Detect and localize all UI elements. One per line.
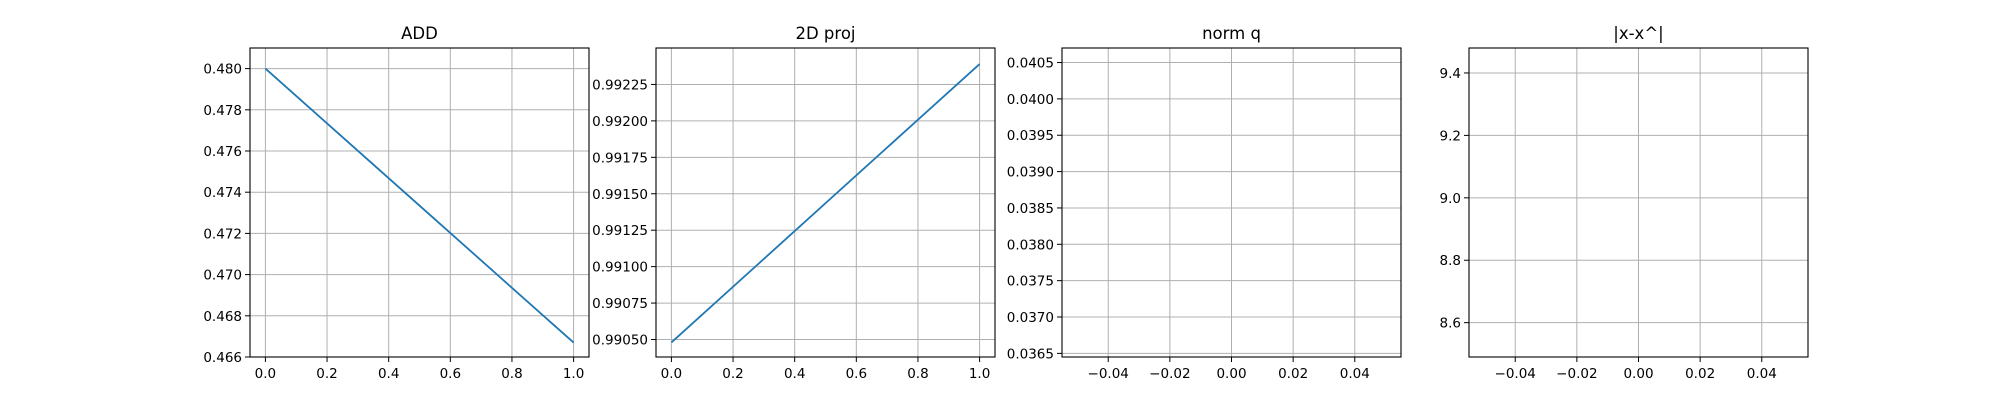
x-tick-label: −0.04 bbox=[1495, 366, 1536, 382]
y-tick-label: 0.0405 bbox=[1007, 56, 1054, 72]
x-tick-label: 0.04 bbox=[1747, 366, 1777, 382]
y-tick-label: 8.8 bbox=[1440, 253, 1461, 269]
y-tick-label: 0.480 bbox=[203, 62, 242, 78]
y-tick-label: 0.0395 bbox=[1007, 128, 1054, 144]
series-line bbox=[264, 67, 575, 344]
y-tick-label: 9.4 bbox=[1440, 66, 1461, 82]
subplots: 0.0 0.2 0.4 0.6 0.8 1.0 0.466 0.468 0.470 0.472 0.… bbox=[203, 24, 1809, 382]
x-tick-label: 0.8 bbox=[907, 366, 928, 382]
y-tick-label: 0.0370 bbox=[1007, 310, 1054, 326]
x-tick-label: 0.4 bbox=[784, 366, 805, 382]
y-tick-label: 0.0400 bbox=[1007, 92, 1054, 108]
y-tick-label: 0.99125 bbox=[592, 223, 648, 239]
x-tick-label: 0.2 bbox=[722, 366, 743, 382]
y-tick-label: 0.99150 bbox=[592, 187, 648, 203]
y-tick-label: 0.466 bbox=[203, 350, 242, 366]
y-tick-label: 0.99175 bbox=[592, 150, 648, 166]
x-tick-label: 0.2 bbox=[316, 366, 337, 382]
y-tick-label: 0.0390 bbox=[1007, 165, 1054, 181]
y-tick-label: 9.0 bbox=[1440, 191, 1461, 207]
y-tick-label: 0.99075 bbox=[592, 296, 648, 312]
chart-title: |x-x^| bbox=[1613, 24, 1663, 43]
x-tick-label: −0.02 bbox=[1149, 366, 1190, 382]
y-tick-label: 0.472 bbox=[203, 226, 242, 242]
chart-title: ADD bbox=[401, 24, 438, 43]
y-tick-label: 0.0375 bbox=[1007, 274, 1054, 290]
x-tick-label: −0.02 bbox=[1556, 366, 1597, 382]
y-tick-label: 0.470 bbox=[203, 268, 242, 284]
y-tick-label: 0.0380 bbox=[1007, 237, 1054, 253]
subplot-4: −0.04 −0.02 0.00 0.02 0.04 8.6 8.8 9.0 9.2 9.4 |x-… bbox=[1440, 24, 1809, 382]
chart-title: norm q bbox=[1202, 24, 1261, 43]
y-tick-label: 9.2 bbox=[1440, 128, 1461, 144]
chart-title: 2D proj bbox=[795, 24, 855, 43]
y-tick-label: 0.99050 bbox=[592, 333, 648, 349]
y-tick-label: 0.468 bbox=[203, 309, 242, 325]
x-tick-label: 0.6 bbox=[440, 366, 461, 382]
y-tick-label: 0.474 bbox=[203, 185, 242, 201]
x-tick-label: 1.0 bbox=[563, 366, 584, 382]
x-tick-label: 0.6 bbox=[846, 366, 867, 382]
x-tick-label: 0.0 bbox=[255, 366, 276, 382]
x-tick-label: 0.4 bbox=[378, 366, 399, 382]
y-tick-label: 0.0365 bbox=[1007, 346, 1054, 362]
axes-frame bbox=[249, 47, 590, 358]
axes-frame bbox=[655, 47, 996, 358]
y-tick-label: 8.6 bbox=[1440, 316, 1461, 332]
x-tick-label: 0.02 bbox=[1685, 366, 1715, 382]
y-tick-label: 0.99100 bbox=[592, 260, 648, 276]
y-tick-label: 0.99200 bbox=[592, 114, 648, 130]
x-tick-label: 0.02 bbox=[1278, 366, 1308, 382]
subplot-1: 0.0 0.2 0.4 0.6 0.8 1.0 0.466 0.468 0.470 0.472 0.… bbox=[203, 24, 590, 382]
y-tick-label: 0.0385 bbox=[1007, 201, 1054, 217]
x-tick-label: 0.00 bbox=[1216, 366, 1246, 382]
y-tick-label: 0.478 bbox=[203, 103, 242, 119]
x-tick-label: 0.0 bbox=[661, 366, 682, 382]
subplot-2: 0.0 0.2 0.4 0.6 0.8 1.0 0.99050 0.99075 0.99100 0… bbox=[592, 24, 996, 382]
series-line bbox=[670, 63, 981, 344]
x-tick-label: 0.8 bbox=[501, 366, 522, 382]
x-tick-label: 0.00 bbox=[1623, 366, 1653, 382]
y-tick-label: 0.476 bbox=[203, 144, 242, 160]
x-tick-label: 1.0 bbox=[969, 366, 990, 382]
subplot-3: −0.04 −0.02 0.00 0.02 0.04 0.0365 0.0370 0.0375… bbox=[1007, 24, 1402, 382]
y-tick-label: 0.99225 bbox=[592, 77, 648, 93]
x-tick-label: 0.04 bbox=[1340, 366, 1370, 382]
x-tick-label: −0.04 bbox=[1088, 366, 1129, 382]
